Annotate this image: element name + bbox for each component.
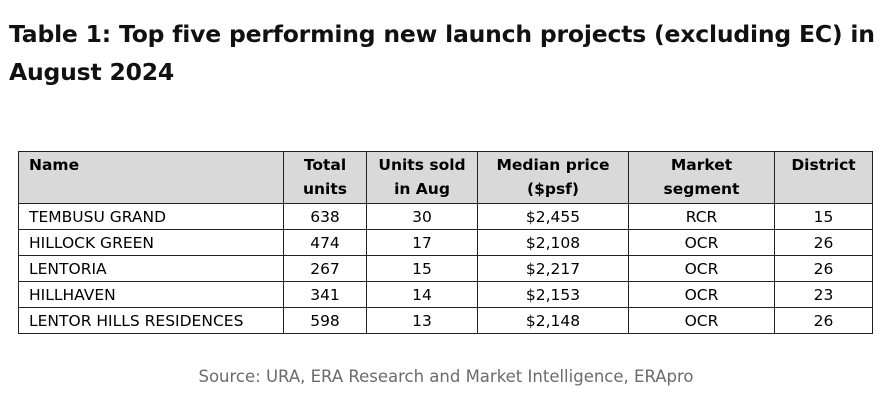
cell-units-sold: 13 <box>366 307 478 334</box>
table-row: HILLHAVEN 341 14 $2,153 OCR 23 <box>18 281 873 308</box>
cell-market-segment: OCR <box>628 255 775 282</box>
source-caption: Source: URA, ERA Research and Market Int… <box>198 367 694 386</box>
cell-units-sold: 15 <box>366 255 478 282</box>
cell-district: 23 <box>774 281 873 308</box>
table-header-row: Name Total units Units sold in Aug Media… <box>18 151 873 204</box>
cell-market-segment: OCR <box>628 281 775 308</box>
cell-district: 26 <box>774 229 873 256</box>
cell-market-segment: OCR <box>628 307 775 334</box>
cell-median-price: $2,455 <box>477 203 629 230</box>
projects-table: Name Total units Units sold in Aug Media… <box>18 151 873 334</box>
header-market-segment: Market segment <box>628 151 775 204</box>
table-row: LENTORIA 267 15 $2,217 OCR 26 <box>18 255 873 282</box>
cell-name: TEMBUSU GRAND <box>18 203 284 230</box>
cell-name: HILLHAVEN <box>18 281 284 308</box>
header-median-price: Median price ($psf) <box>477 151 629 204</box>
cell-median-price: $2,153 <box>477 281 629 308</box>
cell-total-units: 341 <box>283 281 367 308</box>
cell-units-sold: 17 <box>366 229 478 256</box>
header-units-sold: Units sold in Aug <box>366 151 478 204</box>
cell-district: 26 <box>774 255 873 282</box>
table-row: LENTOR HILLS RESIDENCES 598 13 $2,148 OC… <box>18 307 873 334</box>
cell-district: 26 <box>774 307 873 334</box>
table-row: TEMBUSU GRAND 638 30 $2,455 RCR 15 <box>18 203 873 230</box>
cell-market-segment: RCR <box>628 203 775 230</box>
cell-total-units: 267 <box>283 255 367 282</box>
header-total-units: Total units <box>283 151 367 204</box>
cell-median-price: $2,148 <box>477 307 629 334</box>
cell-units-sold: 14 <box>366 281 478 308</box>
cell-total-units: 598 <box>283 307 367 334</box>
cell-total-units: 638 <box>283 203 367 230</box>
cell-market-segment: OCR <box>628 229 775 256</box>
cell-name: HILLOCK GREEN <box>18 229 284 256</box>
cell-district: 15 <box>774 203 873 230</box>
cell-median-price: $2,217 <box>477 255 629 282</box>
header-district: District <box>774 151 873 204</box>
cell-units-sold: 30 <box>366 203 478 230</box>
table-row: HILLOCK GREEN 474 17 $2,108 OCR 26 <box>18 229 873 256</box>
cell-total-units: 474 <box>283 229 367 256</box>
cell-median-price: $2,108 <box>477 229 629 256</box>
cell-name: LENTORIA <box>18 255 284 282</box>
cell-name: LENTOR HILLS RESIDENCES <box>18 307 284 334</box>
page-title: Table 1: Top five performing new launch … <box>9 20 875 86</box>
header-name: Name <box>18 151 284 204</box>
